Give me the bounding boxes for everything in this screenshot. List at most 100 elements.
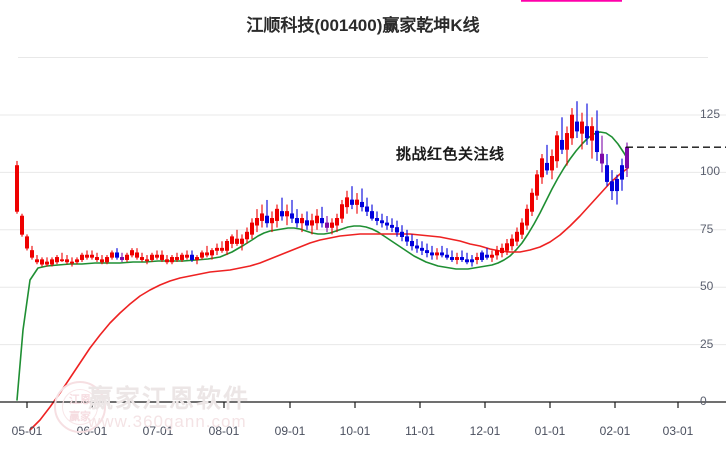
candle-body [479,252,484,260]
candle-body [549,156,554,171]
y-axis-tick-label: 0 [700,394,707,408]
candle-body [190,254,195,260]
candle-body [539,158,544,178]
candle-body [160,254,165,260]
candle-body [200,252,205,258]
candle-body [85,254,90,258]
candle-body [294,218,299,224]
candle-body [619,165,624,180]
candle-body [34,259,39,263]
candle-body [245,231,250,240]
candle-body [514,231,519,242]
candle-body [379,220,384,224]
candle-body [195,257,200,260]
candle-body [255,218,260,226]
candle-body [424,250,429,254]
candle-body [534,174,539,196]
candle-body [384,222,389,226]
candle-body [354,199,359,205]
candle-body [185,254,190,258]
candle-body [324,222,329,228]
candle-body [339,204,344,219]
candle-body [309,220,314,226]
candle-body [329,222,334,228]
candle-body [404,236,409,242]
candle-body [439,252,444,256]
candle-body [529,192,534,212]
x-axis-tick-label: 07-01 [142,424,174,438]
candle-body [170,257,175,263]
candle-body [155,254,160,258]
candle-body [210,250,215,256]
candle-body [274,208,279,221]
candle-body [135,252,140,258]
title-divider [18,57,708,58]
candle-body [215,247,220,251]
candle-body [359,201,364,208]
candle-body [624,146,629,169]
candle-body [509,238,514,247]
x-axis-tick-label: 05-01 [11,424,43,438]
candle-body [319,218,324,224]
candlestick-series [15,101,629,267]
candle-body [344,197,349,208]
candle-body [494,250,499,256]
candle-body [434,252,439,256]
annotation-overlay [521,0,726,148]
axis-lines [0,401,726,408]
candle-body [349,199,354,205]
candle-body [559,139,564,150]
candle-body [259,213,264,221]
candle-body [230,236,235,244]
y-axis-tick-label: 75 [700,221,714,236]
x-axis-tick-label: 11-01 [405,424,435,438]
candle-body [609,181,614,192]
candle-body [235,238,240,244]
candle-body [374,218,379,221]
x-axis-tick-label: 06-01 [76,424,108,438]
candle-body [130,250,135,256]
candle-body [39,259,44,265]
candle-body [524,208,529,226]
candle-body [70,261,75,264]
candle-body [449,257,454,260]
candle-body [499,247,504,254]
candle-body [444,254,449,258]
candle-body [165,259,170,263]
candle-body [474,257,479,260]
candle-body [489,254,494,258]
x-axis-tick-label: 12-01 [469,424,501,438]
candle-body [120,257,125,260]
candle-body [240,238,245,244]
candle-body [145,259,150,262]
x-axis-tick-label: 09-01 [274,424,306,438]
candle-body [304,220,309,226]
candle-body [604,165,609,182]
candle-body [225,240,230,251]
candle-body [369,211,374,219]
candle-body [24,236,29,249]
candle-body [614,178,619,192]
candle-body [75,259,80,263]
candle-body [454,257,459,260]
candle-body [394,227,399,233]
annotation-text: 挑战红色关注线 [396,146,505,163]
candle-body [59,259,64,262]
candle-body [464,259,469,263]
candle-body [65,259,70,263]
candle-body [594,130,599,153]
x-axis-tick-label: 03-01 [662,424,694,438]
y-axis-tick-label: 25 [700,336,714,351]
candle-body [364,206,369,212]
candle-body [414,245,419,249]
x-axis-tick-label: 08-01 [208,424,240,438]
candle-body [115,252,120,258]
candle-body [279,211,284,217]
candle-body [409,240,414,247]
candle-body [599,153,604,164]
candle-body [264,215,269,224]
candle-body [574,121,579,132]
candle-body [125,254,130,260]
candle-body [314,215,319,224]
